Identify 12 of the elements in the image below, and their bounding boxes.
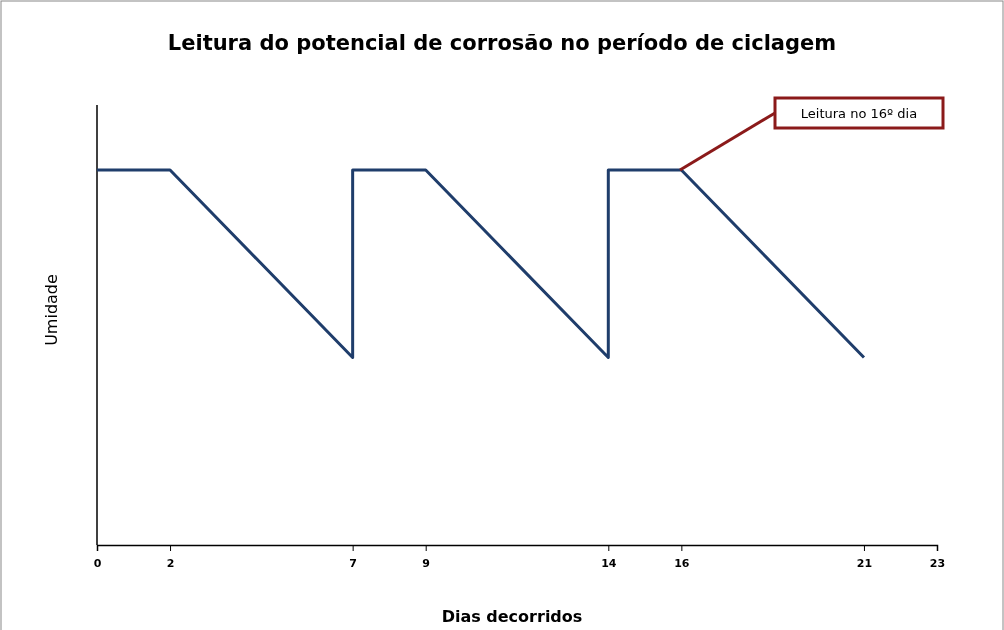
x-tick-label: 7 (349, 557, 357, 571)
y-axis-title: Umidade (42, 274, 61, 346)
x-tick-label: 0 (93, 557, 102, 571)
text: Leitura no 16º dia (800, 106, 918, 121)
x-tick-label: 9 (422, 557, 431, 571)
x-tick-label: 21 (856, 557, 873, 571)
x-tick-label: 2 (166, 557, 175, 571)
x-tick-label: 14 (601, 557, 617, 571)
chart-title: Leitura do potencial de corrosão no período de ciclagem (167, 31, 837, 55)
x-tick-label: 23 (929, 557, 946, 571)
x-axis-title: Dias decorridos (441, 607, 583, 626)
x-tick-label: 16 (674, 557, 690, 571)
